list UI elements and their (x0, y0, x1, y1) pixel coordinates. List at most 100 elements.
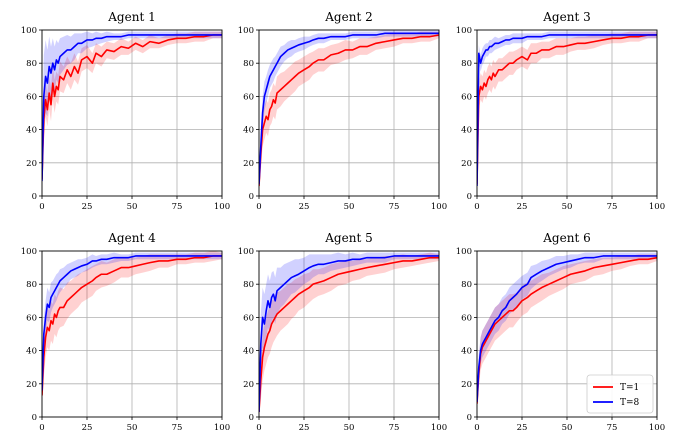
band-t-1 (259, 31, 439, 193)
series-line-t-8 (477, 255, 657, 403)
x-tick-label: 50 (127, 202, 138, 212)
x-tick-label: 75 (607, 202, 618, 212)
y-tick-label: 40 (243, 347, 254, 357)
band-t-8 (477, 252, 657, 409)
y-tick-label: 0 (249, 192, 254, 202)
grid (259, 30, 439, 196)
series-line-t-1 (477, 34, 657, 185)
series-line-t-8 (259, 255, 439, 413)
panel-title: Agent 3 (542, 10, 590, 24)
y-tick-label: 0 (32, 413, 37, 423)
x-tick-label: 25 (82, 423, 93, 433)
y-tick-label: 0 (249, 413, 254, 423)
panel-2: Agent 2 0 25 50 75 100 0 20 40 60 80 100 (238, 10, 447, 212)
legend-box (586, 374, 654, 414)
panel-title: Agent 2 (324, 10, 372, 24)
x-tick-label: 75 (172, 202, 183, 212)
panel-title: Agent 1 (107, 10, 155, 24)
band-t-1 (42, 251, 222, 404)
panel-3: Agent 3 0 25 50 75 100 0 20 40 60 80 100 (456, 10, 665, 212)
y-tick-label: 0 (467, 192, 472, 202)
x-tick-label: 50 (344, 423, 355, 433)
y-tick-label: 20 (243, 380, 254, 390)
y-tick-label: 0 (467, 413, 472, 423)
y-tick-label: 20 (461, 380, 472, 390)
x-tick-label: 0 (474, 423, 479, 433)
y-tick-label: 40 (243, 126, 254, 136)
plot-area (42, 251, 222, 404)
legend-label: T=1 (620, 383, 639, 393)
plot-area (477, 252, 657, 411)
series-line-t-8 (42, 34, 222, 182)
x-tick-label: 0 (39, 423, 44, 433)
panel-title: Agent 5 (324, 231, 372, 245)
series-line-t-1 (42, 255, 222, 396)
band-t-8 (42, 31, 222, 196)
x-tick-label: 75 (172, 423, 183, 433)
plot-area (259, 252, 439, 417)
x-tick-label: 50 (344, 202, 355, 212)
y-tick-label: 100 (238, 247, 254, 257)
x-tick-label: 100 (649, 202, 665, 212)
y-tick-label: 80 (243, 280, 254, 290)
y-tick-label: 100 (21, 26, 37, 36)
x-tick-label: 100 (649, 423, 665, 433)
panel-title: Agent 4 (107, 231, 156, 245)
legend-label: T=8 (620, 398, 640, 408)
band-t-1 (477, 254, 657, 411)
y-tick-label: 60 (26, 313, 37, 323)
x-tick-label: 25 (299, 202, 310, 212)
series-line-t-8 (42, 255, 222, 391)
panel-title: Agent 6 (542, 231, 590, 245)
x-tick-label: 25 (517, 423, 528, 433)
plot-area (477, 31, 657, 193)
y-tick-label: 60 (243, 313, 254, 323)
panel-5: Agent 5 0 25 50 75 100 0 20 40 60 80 100 (238, 231, 447, 433)
y-tick-label: 80 (243, 59, 254, 69)
y-tick-label: 100 (456, 26, 472, 36)
panel-1: Agent 1 0 25 50 75 100 0 20 40 60 80 100 (21, 10, 230, 212)
y-tick-label: 100 (21, 247, 37, 257)
grid (42, 251, 222, 417)
x-tick-label: 0 (474, 202, 479, 212)
x-tick-label: 50 (127, 423, 138, 433)
x-tick-label: 0 (39, 202, 44, 212)
band-t-8 (477, 31, 657, 193)
series-line-t-8 (259, 32, 439, 185)
y-tick-label: 20 (26, 380, 37, 390)
grid (477, 30, 657, 196)
y-tick-label: 100 (456, 247, 472, 257)
y-tick-label: 20 (26, 159, 37, 169)
grid (42, 30, 222, 196)
plot-area (42, 31, 222, 196)
y-tick-label: 20 (461, 159, 472, 169)
x-tick-label: 25 (299, 423, 310, 433)
series-line-t-1 (259, 34, 439, 187)
grid (259, 251, 439, 417)
y-tick-label: 100 (238, 26, 254, 36)
y-tick-label: 60 (243, 92, 254, 102)
x-tick-label: 25 (82, 202, 93, 212)
band-t-1 (259, 252, 439, 416)
x-tick-label: 25 (517, 202, 528, 212)
x-tick-label: 100 (214, 202, 230, 212)
x-tick-label: 50 (562, 423, 573, 433)
y-tick-label: 80 (461, 280, 472, 290)
y-tick-label: 40 (461, 126, 472, 136)
legend: T=1 T=8 (586, 374, 654, 414)
plot-area (259, 30, 439, 193)
y-tick-label: 80 (461, 59, 472, 69)
x-tick-label: 100 (214, 423, 230, 433)
band-t-8 (259, 252, 439, 417)
x-tick-label: 100 (431, 423, 447, 433)
panel-4: Agent 4 0 25 50 75 100 0 20 40 60 80 100 (21, 231, 230, 433)
x-tick-label: 75 (389, 423, 400, 433)
series-line-t-1 (42, 34, 222, 180)
series-line-t-1 (259, 256, 439, 413)
y-tick-label: 60 (461, 92, 472, 102)
y-tick-label: 40 (461, 347, 472, 357)
x-tick-label: 75 (607, 423, 618, 433)
y-tick-label: 60 (26, 92, 37, 102)
series-line-t-8 (477, 34, 657, 187)
